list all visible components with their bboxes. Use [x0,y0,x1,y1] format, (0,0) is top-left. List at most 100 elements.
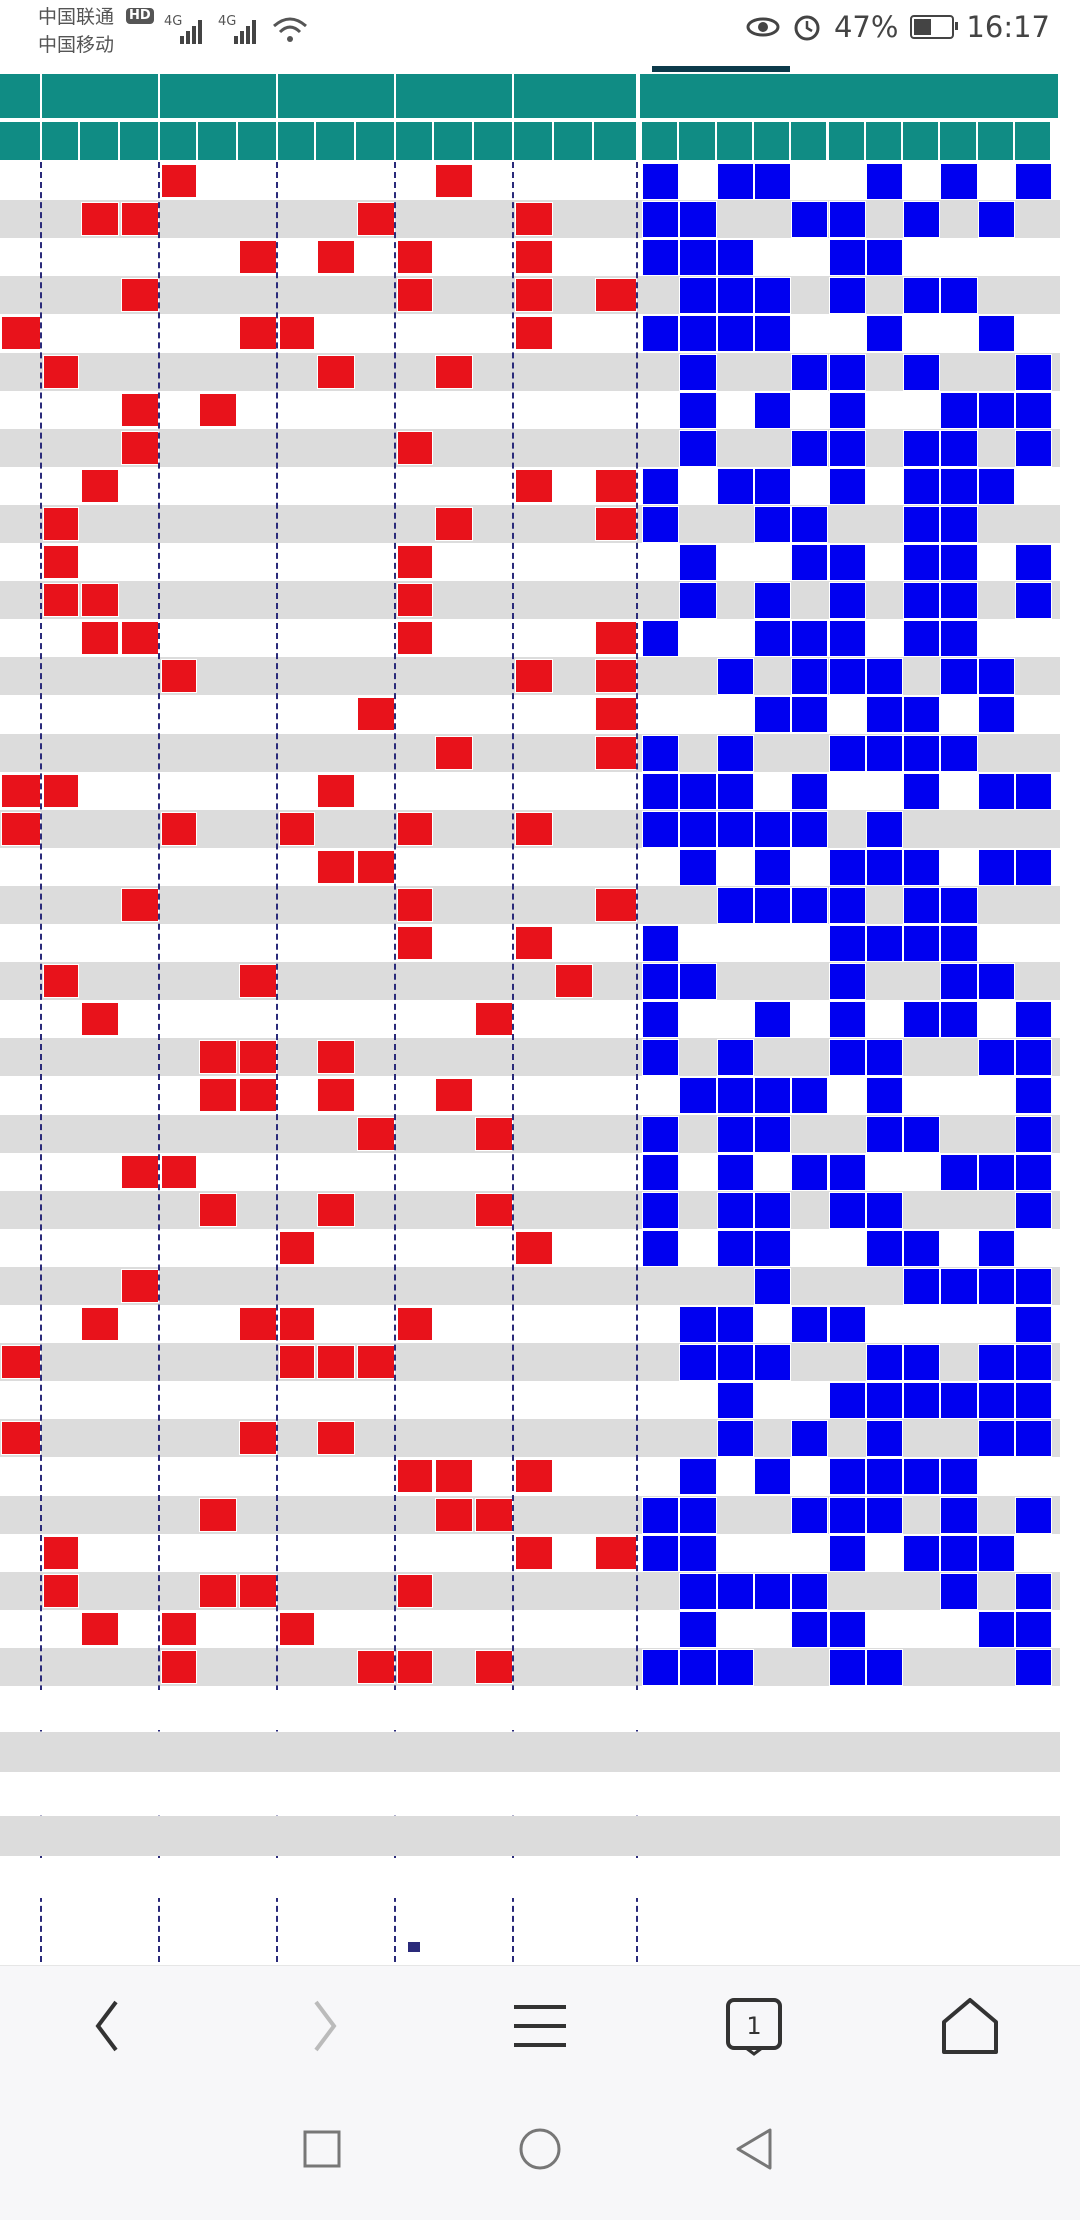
count-cell [791,391,828,429]
count-cell [717,695,754,733]
column-header [865,120,904,160]
count-zero-cell [940,1382,978,1420]
count-zero-cell [753,1001,792,1039]
count-cell [866,1305,903,1343]
count-cell [940,1115,977,1153]
drawn-number-cell [239,316,277,351]
count-cell [829,505,866,543]
count-zero-cell [679,239,717,277]
column-header [594,120,638,160]
count-cell [978,619,1015,657]
column-header [434,120,474,160]
count-cell [1015,1229,1052,1267]
count-zero-cell [865,1191,904,1229]
count-zero-cell [1015,1001,1053,1039]
count-cell [642,1381,679,1419]
home-button[interactable] [930,1986,1010,2066]
group-separator [636,162,638,1962]
drawn-number-cell [43,583,79,618]
group-separator [276,162,278,1962]
count-zero-cell [642,810,680,848]
table-row [0,1305,1060,1344]
count-zero-cell [642,467,680,505]
count-cell [642,1419,679,1457]
drawn-number-cell [435,1459,473,1494]
back-button[interactable] [68,1986,148,2066]
drawn-number-cell [1,1421,41,1456]
count-zero-cell [828,391,866,429]
count-cell [754,734,791,772]
count-cell [866,581,903,619]
count-zero-cell [1015,1572,1053,1610]
count-zero-cell [865,315,904,353]
count-cell [717,1610,754,1648]
count-cell [754,1496,791,1534]
count-zero-cell [977,772,1015,810]
count-cell [642,353,679,391]
count-cell [642,581,679,619]
count-zero-cell [940,467,978,505]
drawn-number-cell [279,1230,315,1265]
count-zero-cell [903,277,941,315]
group-separator [40,162,42,1962]
drawn-number-cell [81,1002,119,1037]
count-zero-cell [753,582,792,620]
count-cell [978,1648,1015,1686]
drawn-number-cell [595,697,637,732]
count-cell [754,1153,791,1191]
count-cell [866,1572,903,1610]
count-cell [978,734,1015,772]
drawn-number-cell [317,849,355,884]
drawn-number-cell [239,1078,277,1113]
count-cell [978,886,1015,924]
drawn-number-cell [515,316,553,351]
group-separator [158,162,160,1962]
count-cell [791,1267,828,1305]
count-cell [717,353,754,391]
square-icon[interactable] [302,2129,342,2169]
count-zero-cell [903,467,941,505]
count-zero-cell [753,1572,792,1610]
column-group-header [278,74,396,118]
drawn-number-cell [397,278,433,313]
table-row [0,619,1060,658]
count-zero-cell [1015,1648,1053,1686]
count-zero-cell [716,886,754,924]
table-row [0,504,1060,543]
count-cell [642,276,679,314]
count-cell [866,200,903,238]
count-cell [829,1419,866,1457]
count-cell [679,886,716,924]
count-zero-cell [865,1115,904,1153]
lottery-trend-table[interactable] [0,74,1060,1964]
column-header [1015,120,1053,160]
triangle-back-icon[interactable] [734,2127,774,2171]
count-zero-cell [791,810,829,848]
count-cell [791,1381,828,1419]
column-header [716,120,754,160]
drawn-number-cell [1,773,41,808]
menu-icon [514,2005,566,2047]
count-cell [829,772,866,810]
count-zero-cell [1015,353,1053,391]
count-zero-cell [828,1496,866,1534]
count-zero-cell [642,163,680,201]
count-zero-cell [903,353,941,391]
count-cell [1015,314,1052,352]
count-zero-cell [940,582,978,620]
menu-button[interactable] [500,1986,580,2066]
count-cell [978,1572,1015,1610]
count-cell [754,1038,791,1076]
drawn-number-cell [239,1307,277,1342]
count-zero-cell [828,544,866,582]
count-zero-cell [1015,544,1053,582]
count-cell [679,467,716,505]
tabs-button[interactable]: 1 [714,1986,794,2066]
count-cell [903,1610,940,1648]
count-zero-cell [865,1382,904,1420]
count-zero-cell [1015,848,1053,886]
circle-icon[interactable] [518,2127,562,2171]
drawn-number-cell [515,1459,553,1494]
count-cell [866,1610,903,1648]
forward-button[interactable] [284,1986,364,2066]
